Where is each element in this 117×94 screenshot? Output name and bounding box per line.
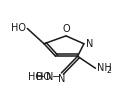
Text: N: N	[86, 39, 93, 49]
Text: HO: HO	[11, 23, 26, 33]
Text: N: N	[46, 72, 54, 82]
Text: −: −	[52, 72, 60, 82]
Text: O: O	[62, 25, 70, 34]
Text: −: −	[37, 72, 45, 82]
Text: HO: HO	[28, 72, 43, 82]
Text: 2: 2	[106, 66, 111, 75]
Text: NH: NH	[97, 63, 111, 74]
Text: N: N	[58, 74, 65, 84]
Text: HO: HO	[36, 72, 51, 82]
